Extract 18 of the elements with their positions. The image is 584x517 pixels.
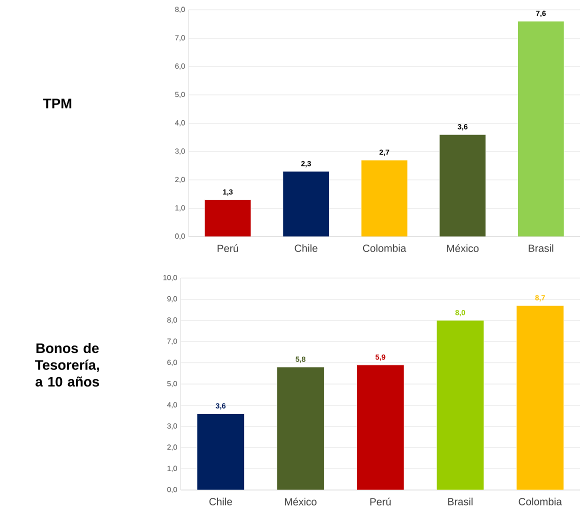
- x-tick-label: México: [447, 244, 479, 252]
- bar: [356, 364, 404, 490]
- x-tick-label: Chile: [209, 498, 232, 506]
- x-tick-label: México: [285, 498, 316, 506]
- x-tick-label: Brasil: [528, 244, 554, 252]
- x-tick-label: Perú: [218, 244, 238, 252]
- x-tick-label: Chile: [294, 244, 318, 252]
- bar: [516, 306, 564, 490]
- x-tick-label: Perú: [370, 498, 391, 506]
- x-tick-label: Colombia: [363, 244, 406, 252]
- bar: [360, 160, 408, 237]
- bar: [204, 200, 252, 237]
- y-axis-title: TPM: [43, 98, 72, 108]
- x-tick-label: Colombia: [518, 498, 562, 506]
- x-tick-label: Brasil: [448, 498, 473, 506]
- bar: [276, 367, 324, 490]
- y-axis-title: Bonos de Tesorería, a 10 años: [35, 343, 100, 387]
- bar: [282, 171, 330, 237]
